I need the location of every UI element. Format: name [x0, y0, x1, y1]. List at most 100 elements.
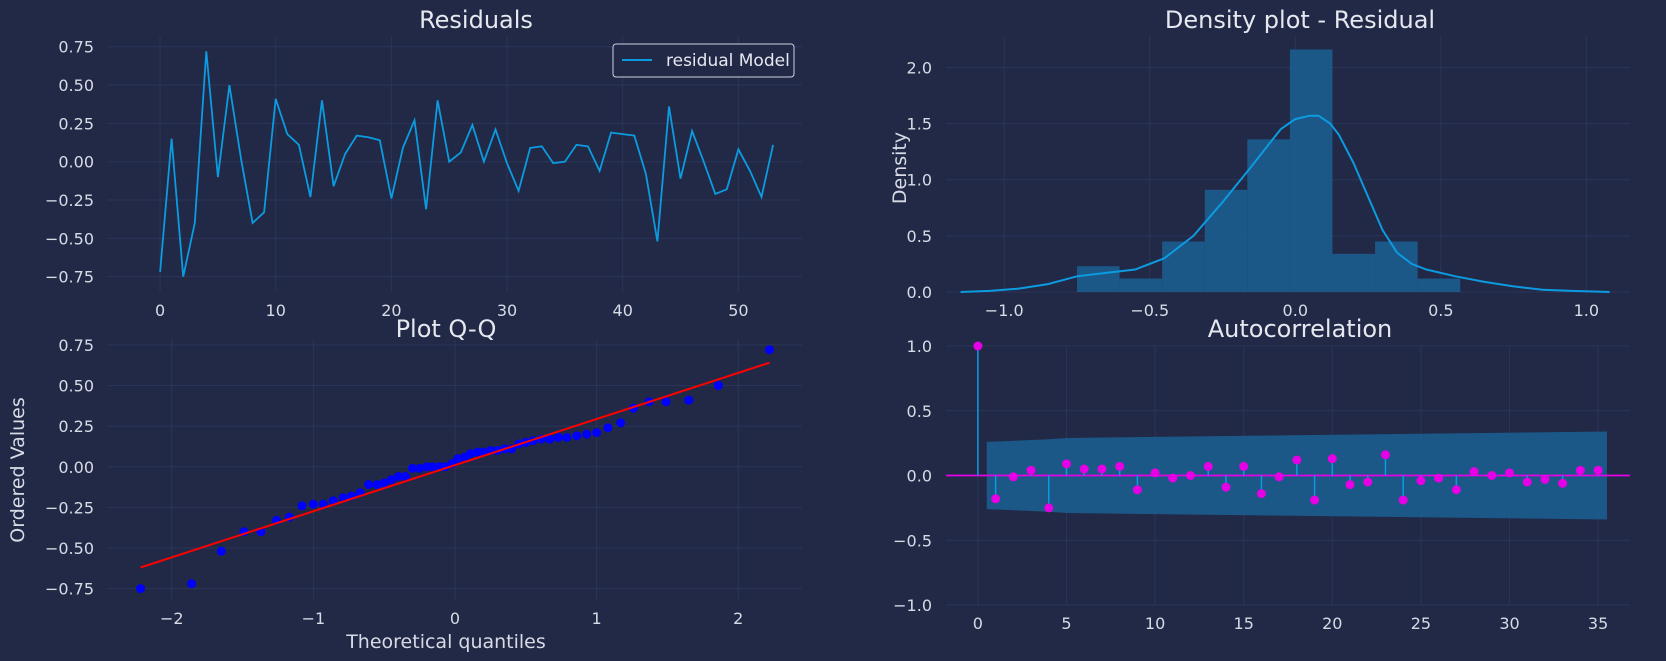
- acf-marker: [1026, 465, 1036, 475]
- acf-marker: [1097, 464, 1107, 474]
- acf-marker: [1150, 468, 1160, 478]
- acf-marker: [1115, 461, 1125, 471]
- qq-point: [216, 546, 226, 556]
- density-hist-bar: [1076, 266, 1120, 292]
- qq-point: [616, 418, 626, 428]
- density-ytick-label: 0.5: [907, 227, 932, 246]
- qq-title: Plot Q-Q: [396, 315, 497, 343]
- residuals-xtick-label: 30: [497, 301, 517, 320]
- acf-marker: [1044, 503, 1054, 513]
- acf-marker: [1434, 473, 1444, 483]
- density-ytick-label: 0.0: [907, 283, 932, 302]
- acf-title: Autocorrelation: [1208, 315, 1393, 343]
- residuals-xtick-label: 0: [155, 301, 165, 320]
- acf-xtick-label: 0: [973, 614, 983, 633]
- residuals-ytick-label: 0.75: [58, 38, 94, 57]
- qq-xtick-label: 2: [733, 609, 743, 628]
- acf-marker: [1274, 472, 1284, 482]
- residuals-xtick-label: 20: [381, 301, 401, 320]
- qq-point: [684, 395, 694, 405]
- density-hist-bar: [1247, 139, 1290, 292]
- qq-point: [136, 584, 146, 594]
- acf-marker: [1008, 472, 1018, 482]
- qq-point: [453, 454, 463, 464]
- acf-marker: [1221, 482, 1231, 492]
- qq-xtick-label: 1: [592, 609, 602, 628]
- residuals-ytick-label: −0.50: [45, 229, 94, 248]
- qq-point: [562, 433, 572, 442]
- acf-ytick-label: 0.5: [907, 402, 932, 421]
- acf-panel: Autocorrelation −1.0 −0.5 0.0 0.5 1.0 0 5 10 15…: [893, 315, 1630, 633]
- qq-point: [297, 501, 307, 511]
- qq-ytick-label: 0.25: [58, 417, 94, 436]
- acf-marker: [973, 341, 983, 351]
- acf-xtick-label: 20: [1322, 614, 1342, 633]
- qq-point: [572, 431, 582, 441]
- density-hist-bar: [1375, 241, 1418, 292]
- density-hist-bar: [1119, 278, 1163, 292]
- qq-xtick-label: 0: [450, 609, 460, 628]
- qq-point: [592, 428, 602, 438]
- qq-ylabel: Ordered Values: [7, 397, 29, 542]
- qq-point: [308, 499, 318, 509]
- acf-marker: [1292, 455, 1302, 465]
- qq-point: [386, 475, 396, 485]
- acf-marker: [1451, 485, 1461, 495]
- density-xtick-label: −0.5: [1130, 301, 1169, 320]
- qq-point: [372, 480, 382, 490]
- density-ytick-label: 1.0: [907, 171, 932, 190]
- acf-marker: [1593, 465, 1603, 475]
- qq-ytick-label: −0.75: [45, 580, 94, 599]
- acf-marker: [1203, 461, 1213, 471]
- density-hist-bar: [1204, 189, 1248, 292]
- residuals-ytick-label: −0.75: [45, 268, 94, 287]
- residuals-xtick-label: 50: [728, 301, 748, 320]
- qq-point: [364, 480, 374, 490]
- qq-xtick-label: −1: [302, 609, 326, 628]
- qq-point: [400, 472, 410, 481]
- qq-point: [582, 429, 592, 439]
- density-hist-bar: [1162, 241, 1205, 292]
- qq-xtick-label: −2: [160, 609, 184, 628]
- residuals-xtick-label: 40: [613, 301, 633, 320]
- qq-point: [764, 345, 774, 355]
- acf-marker: [1079, 464, 1089, 474]
- density-title: Density plot - Residual: [1165, 6, 1435, 34]
- acf-xtick-label: 15: [1234, 614, 1254, 633]
- residuals-ytick-label: 0.50: [58, 76, 94, 95]
- residuals-legend: residual Model: [612, 43, 795, 78]
- acf-ytick-label: 1.0: [907, 337, 932, 356]
- acf-marker: [1505, 468, 1515, 478]
- qq-ytick-label: 0.75: [58, 336, 94, 355]
- density-hist-bar: [1417, 278, 1461, 292]
- acf-ytick-label: −1.0: [893, 596, 932, 615]
- density-ylabel: Density: [889, 132, 911, 204]
- acf-marker: [1168, 473, 1178, 483]
- qq-point: [415, 463, 425, 473]
- qq-xlabel: Theoretical quantiles: [345, 631, 546, 653]
- acf-xtick-label: 30: [1499, 614, 1519, 633]
- density-xtick-label: 0.5: [1428, 301, 1453, 320]
- acf-marker: [1380, 450, 1390, 460]
- acf-xtick-label: 25: [1411, 614, 1431, 633]
- acf-marker: [1132, 485, 1142, 495]
- density-xtick-label: 0.0: [1283, 301, 1308, 320]
- qq-ytick-label: −0.25: [45, 498, 94, 517]
- qq-ytick-label: −0.50: [45, 539, 94, 558]
- acf-xtick-label: 35: [1588, 614, 1608, 633]
- qq-point: [603, 423, 613, 433]
- acf-marker: [1363, 477, 1373, 487]
- qq-point: [661, 397, 671, 407]
- density-hist-bar: [1289, 49, 1333, 293]
- acf-xtick-label: 10: [1145, 614, 1165, 633]
- residuals-ytick-label: −0.25: [45, 191, 94, 210]
- residual-series-line: [159, 51, 774, 277]
- qq-point: [713, 381, 723, 390]
- acf-ytick-label: −0.5: [893, 531, 932, 550]
- acf-marker: [1061, 459, 1071, 469]
- residuals-title: Residuals: [419, 6, 533, 34]
- residuals-xtick-label: 10: [266, 301, 286, 320]
- residuals-panel: Residuals −0.75 −0.50 −0.25 0.00 0.25 0.50 0.7…: [45, 6, 802, 320]
- qq-point: [466, 449, 476, 459]
